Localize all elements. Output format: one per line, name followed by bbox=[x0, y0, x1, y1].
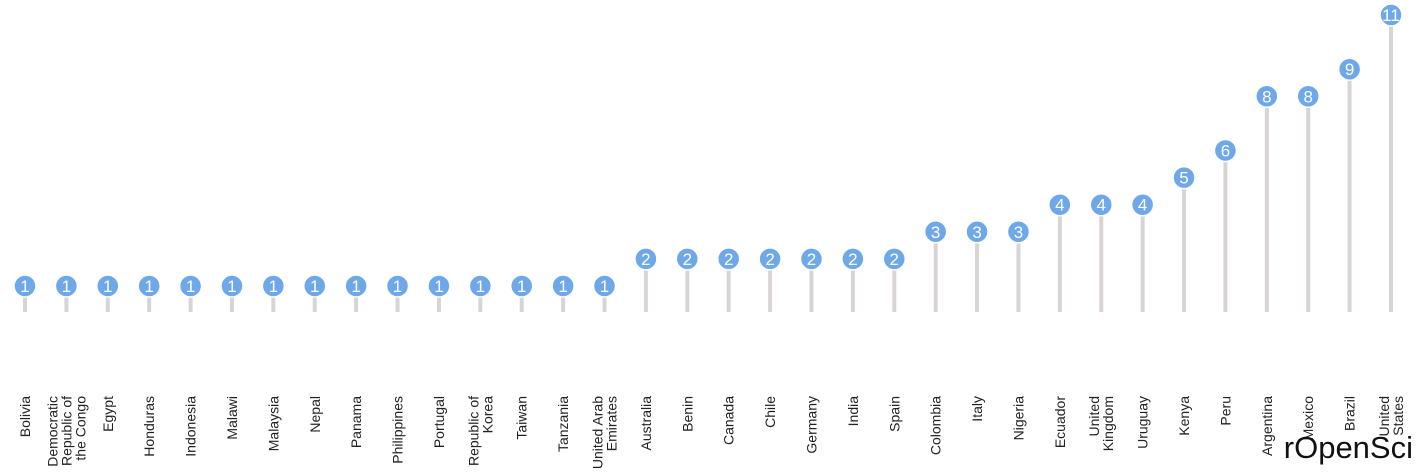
value-label-bolivia: 1 bbox=[20, 277, 29, 296]
value-label-tanzania: 1 bbox=[558, 277, 567, 296]
value-label-canada: 2 bbox=[724, 250, 733, 269]
value-label-nigeria: 3 bbox=[1014, 223, 1023, 242]
x-tick-label-india: India bbox=[845, 396, 861, 427]
value-label-peru: 6 bbox=[1221, 142, 1230, 161]
value-label-republic-of-korea: 1 bbox=[476, 277, 485, 296]
x-tick-label-nigeria: Nigeria bbox=[1010, 396, 1026, 441]
value-label-portugal: 1 bbox=[434, 277, 443, 296]
x-tick-label-kenya: Kenya bbox=[1176, 396, 1192, 436]
x-tick-label-australia: Australia bbox=[638, 396, 654, 451]
value-label-australia: 2 bbox=[641, 250, 650, 269]
value-label-united-kingdom: 4 bbox=[1097, 196, 1106, 215]
x-tick-label-malaysia: Malaysia bbox=[265, 396, 281, 451]
x-tick-label-bolivia: Bolivia bbox=[17, 396, 33, 437]
x-tick-label-philippines: Philippines bbox=[390, 396, 406, 464]
x-tick-label-italy: Italy bbox=[969, 396, 985, 422]
value-label-democratic-republic-of-the-congo: 1 bbox=[62, 277, 71, 296]
value-label-brazil: 9 bbox=[1345, 60, 1354, 79]
x-tick-label-egypt: Egypt bbox=[100, 396, 116, 432]
x-tick-label-brazil: Brazil bbox=[1342, 396, 1358, 431]
x-tick-label-nepal: Nepal bbox=[307, 396, 323, 433]
value-label-egypt: 1 bbox=[103, 277, 112, 296]
stems-layer bbox=[25, 15, 1391, 312]
x-tick-label-spain: Spain bbox=[886, 396, 902, 432]
x-tick-label-colombia: Colombia bbox=[928, 396, 944, 455]
value-label-chile: 2 bbox=[765, 250, 774, 269]
x-tick-label-ecuador: Ecuador bbox=[1052, 396, 1068, 448]
value-label-ecuador: 4 bbox=[1055, 196, 1064, 215]
x-tick-label-portugal: Portugal bbox=[431, 396, 447, 448]
value-label-nepal: 1 bbox=[310, 277, 319, 296]
value-label-indonesia: 1 bbox=[186, 277, 195, 296]
value-label-philippines: 1 bbox=[393, 277, 402, 296]
x-tick-label-malawi: Malawi bbox=[224, 396, 240, 440]
x-tick-label-uruguay: Uruguay bbox=[1135, 396, 1151, 449]
value-label-colombia: 3 bbox=[931, 223, 940, 242]
value-label-argentina: 8 bbox=[1262, 87, 1271, 106]
value-label-panama: 1 bbox=[351, 277, 360, 296]
x-tick-labels: Bolivia DemocraticRepublic ofthe Congo Egy… bbox=[17, 396, 1406, 469]
value-label-uruguay: 4 bbox=[1138, 196, 1147, 215]
value-label-united-arab-emirates: 1 bbox=[600, 277, 609, 296]
x-tick-label-tanzania: Tanzania bbox=[555, 396, 571, 452]
value-label-malaysia: 1 bbox=[269, 277, 278, 296]
value-label-india: 2 bbox=[848, 250, 857, 269]
x-tick-label-honduras: Honduras bbox=[141, 396, 157, 457]
value-label-benin: 2 bbox=[683, 250, 692, 269]
x-tick-label-germany: Germany bbox=[803, 396, 819, 454]
x-tick-label-peru: Peru bbox=[1217, 396, 1233, 426]
x-tick-label-canada: Canada bbox=[721, 396, 737, 445]
value-label-spain: 2 bbox=[890, 250, 899, 269]
brand-logo-text: rOpenSci bbox=[1284, 432, 1413, 463]
value-label-germany: 2 bbox=[807, 250, 816, 269]
value-label-taiwan: 1 bbox=[517, 277, 526, 296]
x-tick-label-united-arab-emirates: United ArabEmirates bbox=[590, 396, 620, 469]
value-label-italy: 3 bbox=[972, 223, 981, 242]
value-label-malawi: 1 bbox=[227, 277, 236, 296]
value-label-united-states: 11 bbox=[1382, 6, 1400, 25]
x-tick-label-benin: Benin bbox=[679, 396, 695, 432]
value-label-kenya: 5 bbox=[1179, 169, 1188, 188]
x-tick-label-argentina: Argentina bbox=[1259, 396, 1275, 456]
x-tick-label-republic-of-korea: Republic ofKorea bbox=[465, 396, 495, 466]
x-tick-label-panama: Panama bbox=[348, 396, 364, 448]
value-label-honduras: 1 bbox=[144, 277, 153, 296]
x-tick-label-democratic-republic-of-the-congo: DemocraticRepublic ofthe Congo bbox=[44, 396, 88, 467]
x-tick-label-taiwan: Taiwan bbox=[514, 396, 530, 440]
value-label-mexico: 8 bbox=[1303, 87, 1312, 106]
x-tick-label-chile: Chile bbox=[762, 396, 778, 428]
x-tick-label-indonesia: Indonesia bbox=[183, 396, 199, 457]
x-tick-label-united-kingdom: UnitedKingdom bbox=[1086, 396, 1116, 451]
